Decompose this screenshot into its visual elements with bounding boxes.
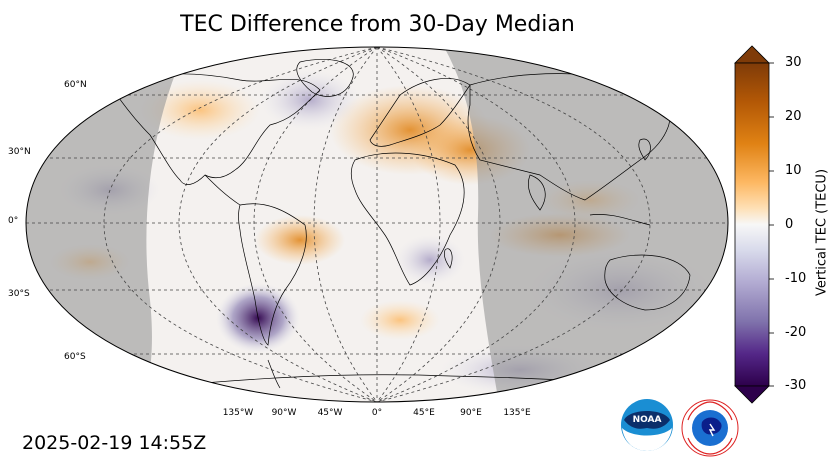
globe-outline [25, 46, 729, 403]
lat-label-30s: 30°S [8, 289, 30, 299]
colorbar-extend-top [734, 45, 770, 64]
lon-label-90e: 90°E [460, 408, 482, 418]
colorbar-tick-10: 10 [785, 163, 802, 178]
anomaly-positive-atlantic [255, 215, 345, 265]
colorbar-tick-minus-30: -30 [785, 378, 807, 393]
timestamp: 2025-02-19 14:55Z [22, 432, 207, 454]
colorbar-tick-minus-20: -20 [785, 325, 807, 340]
anomaly-negative-south-africa [395, 235, 465, 285]
lat-label-30n: 30°N [8, 147, 31, 157]
colorbar-extend-bottom [734, 385, 770, 404]
noaa-logo-text: NOAA [633, 415, 662, 425]
lat-label-60n: 60°N [64, 80, 87, 90]
lon-label-0: 0° [371, 408, 383, 418]
lat-label-0: 0° [8, 216, 19, 226]
colorbar-tick-minus-10: -10 [785, 271, 807, 286]
lon-label-90w: 90°W [271, 408, 297, 418]
colorbar-tick-20: 20 [785, 109, 802, 124]
lat-label-60s: 60°S [64, 352, 86, 362]
lon-label-135w: 135°W [222, 408, 254, 418]
graticule [26, 47, 728, 402]
lon-label-45e: 45°E [413, 408, 435, 418]
colorbar-ticks [769, 62, 774, 387]
lon-label-45w: 45°W [317, 408, 343, 418]
anomaly-positive-south-atlantic [360, 300, 440, 340]
colorbar-label: Vertical TEC (TECU) [814, 168, 830, 297]
map-title: TEC Difference from 30-Day Median [180, 12, 575, 37]
lon-label-135e: 135°E [503, 408, 531, 418]
nws-logo [681, 399, 739, 457]
noaa-logo: NOAA [621, 399, 673, 451]
colorbar-gradient [734, 62, 770, 387]
colorbar-tick-0: 0 [785, 217, 794, 232]
colorbar-tick-30: 30 [785, 55, 802, 70]
